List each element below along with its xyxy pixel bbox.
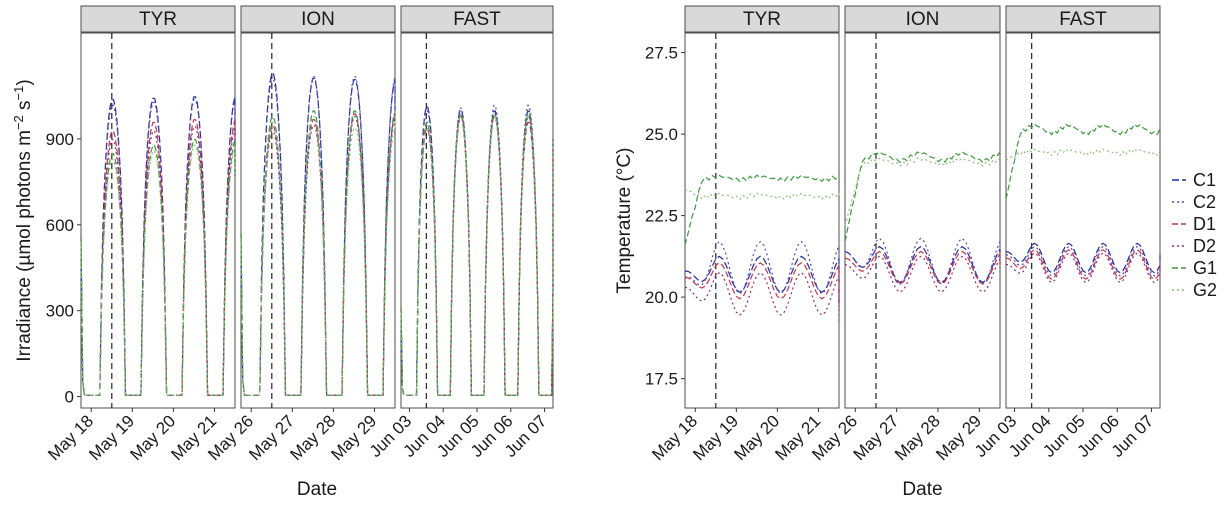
- y-tick-label: 0: [65, 388, 74, 407]
- facet-strip: [1005, 5, 1161, 33]
- x-axis-label: Date: [297, 479, 337, 500]
- series-line-g1: [844, 147, 1001, 242]
- y-tick-label: 300: [46, 302, 74, 321]
- x-tick-label: May 18: [44, 411, 97, 464]
- panel-border: [80, 32, 236, 409]
- series-line-g1: [240, 110, 396, 396]
- series-line-d1: [1005, 249, 1161, 280]
- x-tick-label: May 20: [126, 411, 179, 464]
- y-axis-label-part: ): [14, 79, 35, 85]
- series-line-d2: [240, 110, 396, 396]
- series-line-g1: [684, 174, 840, 246]
- y-tick-label: 27.5: [645, 44, 678, 63]
- y-axis-label-part: Irradiance (µmol photons m: [14, 130, 35, 362]
- series-line-g2: [400, 116, 554, 396]
- facet-strip: [80, 5, 236, 33]
- facet-label: ION: [301, 9, 335, 30]
- y-axis-label-part: s: [14, 100, 35, 115]
- facet-label: TYR: [743, 9, 781, 30]
- y-tick-label: 600: [46, 216, 74, 235]
- series-line-d1: [684, 262, 840, 304]
- series-line-g2: [844, 156, 1001, 226]
- legend-label-d2: D2: [1193, 236, 1216, 256]
- x-tick-label: May 18: [648, 411, 701, 464]
- series-line-d2: [400, 113, 554, 396]
- legend-label-d1: D1: [1193, 214, 1216, 234]
- y-axis-label-part: −1: [11, 86, 26, 101]
- facet-label: FAST: [1059, 9, 1107, 30]
- facet-strip: [240, 5, 396, 33]
- x-tick-label: May 29: [327, 411, 380, 464]
- legend-label-g1: G1: [1193, 258, 1217, 278]
- y-tick-label: 900: [46, 130, 74, 149]
- y-tick-label: 17.5: [645, 370, 678, 389]
- facet-strip: [400, 5, 554, 33]
- facet-strip: [844, 5, 1001, 33]
- series-line-c1: [844, 245, 1001, 284]
- y-axis-label: Irradiance (µmol photons m−2 s−1): [11, 79, 35, 361]
- series-line-g1: [80, 139, 236, 396]
- series-line-c2: [684, 240, 840, 311]
- y-axis-label: Temperature (°C): [614, 148, 635, 294]
- series-line-d2: [844, 255, 1001, 293]
- series-line-g2: [684, 188, 840, 201]
- x-tick-label: May 27: [245, 411, 298, 464]
- series-line-c2: [844, 237, 1001, 285]
- series-line-g2: [240, 110, 396, 396]
- x-tick-label: May 19: [689, 411, 742, 464]
- facet-label: FAST: [453, 9, 501, 30]
- series-line-d2: [684, 271, 840, 324]
- panel-border: [240, 32, 396, 409]
- y-axis-label-part: −2: [11, 115, 26, 130]
- x-tick-label: May 29: [932, 411, 985, 464]
- facet-strip: [684, 5, 840, 33]
- series-line-c1: [240, 73, 396, 396]
- legend-label-c1: C1: [1193, 170, 1216, 190]
- y-tick-label: 20.0: [645, 288, 678, 307]
- series-line-c1: [80, 96, 236, 396]
- facet-label: TYR: [139, 9, 177, 30]
- series-line-d2: [1005, 252, 1161, 284]
- x-tick-label: May 28: [891, 411, 944, 464]
- x-tick-label: May 19: [85, 411, 138, 464]
- legend-label-g2: G2: [1193, 280, 1217, 300]
- facet-label: ION: [906, 9, 940, 30]
- y-tick-label: 22.5: [645, 207, 678, 226]
- series-line-d1: [240, 110, 396, 396]
- series-line-g1: [1005, 123, 1161, 200]
- y-tick-label: 25.0: [645, 125, 678, 144]
- panel-border: [684, 32, 840, 409]
- series-line-g2: [1005, 148, 1161, 161]
- series-line-d2: [80, 126, 236, 396]
- x-tick-label: May 27: [850, 411, 903, 464]
- series-line-c2: [240, 76, 396, 396]
- series-line-d1: [844, 250, 1001, 285]
- x-tick-label: May 28: [286, 411, 339, 464]
- series-line-g1: [400, 113, 554, 396]
- panel-border: [1005, 32, 1161, 409]
- series-line-d1: [80, 119, 236, 396]
- series-line-c1: [1005, 242, 1161, 274]
- series-line-c1: [684, 255, 840, 304]
- series-line-c2: [1005, 245, 1161, 277]
- x-tick-label: May 20: [730, 411, 783, 464]
- series-line-g2: [80, 144, 236, 396]
- panel-border: [400, 32, 554, 409]
- series-line-d1: [400, 116, 554, 396]
- panel-border: [844, 32, 1001, 409]
- x-axis-label: Date: [902, 479, 942, 500]
- legend-label-c2: C2: [1193, 192, 1216, 212]
